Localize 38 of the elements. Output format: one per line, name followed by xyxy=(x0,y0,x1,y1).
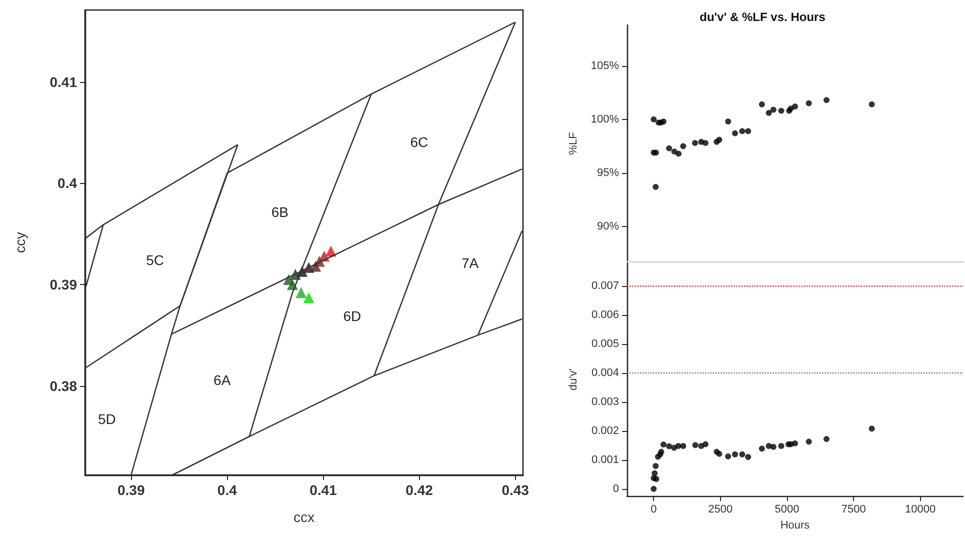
y-tick-label: 0.004 xyxy=(591,367,619,380)
y-tick-label: 0.001 xyxy=(591,454,619,466)
y-tick-label: 0.005 xyxy=(591,338,619,350)
chart-title: du'v' & %LF vs. Hours xyxy=(700,10,826,24)
y-tick-label: 0.003 xyxy=(591,396,619,408)
x-tick-label: 7500 xyxy=(841,504,866,516)
y-tick-label: 95% xyxy=(596,166,620,179)
x-tick-label: 0 xyxy=(650,504,657,516)
annotation: 6C xyxy=(410,134,428,150)
y-tick-label: 0.006 xyxy=(591,309,619,322)
annotation: 5C xyxy=(146,252,164,268)
x-tick-label: 5000 xyxy=(774,504,800,516)
x-tick-label: 0.42 xyxy=(406,482,434,498)
x-tick-label: 0.41 xyxy=(310,482,338,498)
y-tick-label: 100% xyxy=(590,113,620,126)
annotation: 5D xyxy=(98,411,116,428)
annotation: 7A xyxy=(461,254,480,271)
y-axis-title: ccy xyxy=(12,232,28,253)
y-tick-label: 0.002 xyxy=(591,424,619,437)
y-tick-label: 0.41 xyxy=(50,74,78,90)
x-axis-title: ccx xyxy=(294,509,314,525)
y-tick-label: 0.38 xyxy=(50,378,78,394)
x-tick-label: 0.39 xyxy=(117,482,145,498)
y-tick-label: 90% xyxy=(596,220,620,233)
y-tick-label: 0.4 xyxy=(58,175,78,192)
y-axis-title: du'v' xyxy=(568,368,580,391)
y-tick-label: 105% xyxy=(590,60,620,72)
y-tick-label: 0.39 xyxy=(50,276,78,293)
annotation: 6B xyxy=(271,204,288,220)
y-axis-title: %LF xyxy=(568,132,580,155)
x-axis-title: Hours xyxy=(780,520,810,532)
x-tick-label: 0.4 xyxy=(217,482,238,498)
x-tick-label: 2500 xyxy=(708,504,733,516)
annotation: 6D xyxy=(343,308,362,324)
x-tick-label: 0.43 xyxy=(502,482,530,498)
annotation: 6A xyxy=(214,372,232,388)
y-tick-label: 0.007 xyxy=(591,280,619,292)
x-tick-label: 10000 xyxy=(905,504,936,516)
